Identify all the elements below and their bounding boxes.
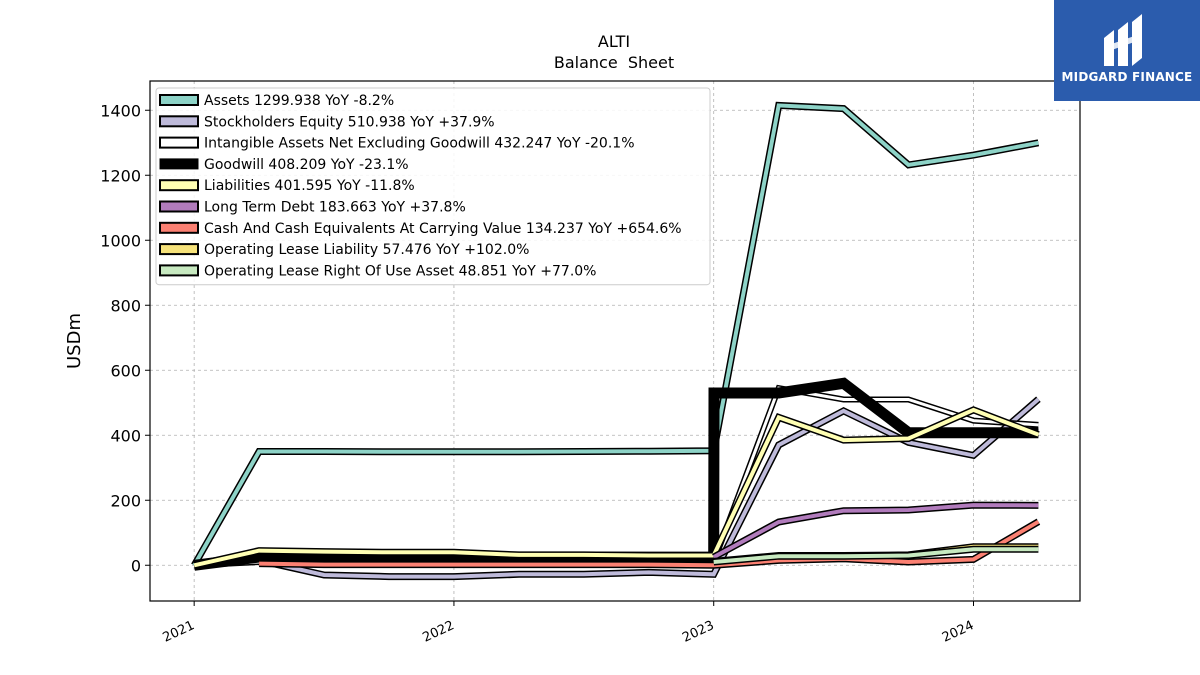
series-line xyxy=(712,503,1039,559)
y-tick-label: 600 xyxy=(110,361,141,380)
logo-mark-icon xyxy=(1104,14,1142,66)
legend-swatch xyxy=(159,264,199,277)
x-tick-label: 2022 xyxy=(420,618,456,646)
x-tick-label: 2021 xyxy=(161,618,197,646)
series-lines xyxy=(191,101,1041,581)
series-line xyxy=(259,519,1040,568)
legend-entry: Cash And Cash Equivalents At Carrying Va… xyxy=(204,221,682,237)
series-outline xyxy=(193,377,1039,571)
y-axis-label: USDm xyxy=(64,313,85,369)
legend-entry: Assets 1299.938 YoY -8.2% xyxy=(204,93,394,109)
legend-entry: Goodwill 408.209 YoY -23.1% xyxy=(204,157,409,173)
y-tick-label: 800 xyxy=(110,296,141,315)
x-ticks: 2021 2022 2023 2024 xyxy=(161,601,976,646)
legend-swatch xyxy=(159,94,199,106)
legend-swatch xyxy=(159,243,199,256)
y-ticks: 0 200 400 600 800 1000 1200 1400 xyxy=(100,101,150,575)
y-tick-label: 0 xyxy=(131,556,141,575)
legend-entry: Long Term Debt 183.663 YoY +37.8% xyxy=(204,200,466,216)
logo-text: MIDGARD FINANCE xyxy=(1061,70,1193,84)
series-line xyxy=(193,379,1039,570)
series-line xyxy=(713,547,1039,564)
legend-entry: Operating Lease Right Of Use Asset 48.85… xyxy=(204,263,597,279)
legend-entry: Operating Lease Liability 57.476 YoY +10… xyxy=(204,242,529,258)
y-tick-label: 400 xyxy=(110,426,141,445)
legend-box xyxy=(155,87,711,286)
y-tick-label: 1400 xyxy=(100,101,141,120)
x-tick-label: 2024 xyxy=(940,618,976,646)
legend-swatch xyxy=(159,158,199,170)
x-tick-label: 2023 xyxy=(680,618,716,646)
legend-swatch xyxy=(159,221,199,234)
series-line xyxy=(194,386,1039,567)
y-tick-label: 1000 xyxy=(100,231,141,250)
legend-entry: Liabilities 401.595 YoY -11.8% xyxy=(204,178,415,194)
legend-swatch xyxy=(159,115,199,128)
legend-swatch xyxy=(159,136,199,149)
y-tick-label: 1200 xyxy=(100,166,141,185)
legend-swatch xyxy=(159,200,199,213)
chart-title: ALTI xyxy=(598,32,630,51)
chart-subtitle: Balance Sheet xyxy=(554,53,674,72)
series-line xyxy=(193,407,1040,568)
legend-entry: Intangible Assets Net Excluding Goodwill… xyxy=(204,136,635,152)
y-tick-label: 200 xyxy=(110,491,141,510)
plot-frame xyxy=(149,80,1081,602)
series-outline xyxy=(194,384,1039,569)
legend-entry: Stockholders Equity 510.938 YoY +37.9% xyxy=(204,114,495,130)
legend-swatch xyxy=(159,179,199,192)
series-line xyxy=(192,103,1039,567)
legend: Assets 1299.938 YoY -8.2% Stockholders Eq… xyxy=(155,87,711,286)
midgard-finance-logo: MIDGARD FINANCE xyxy=(1054,0,1200,101)
